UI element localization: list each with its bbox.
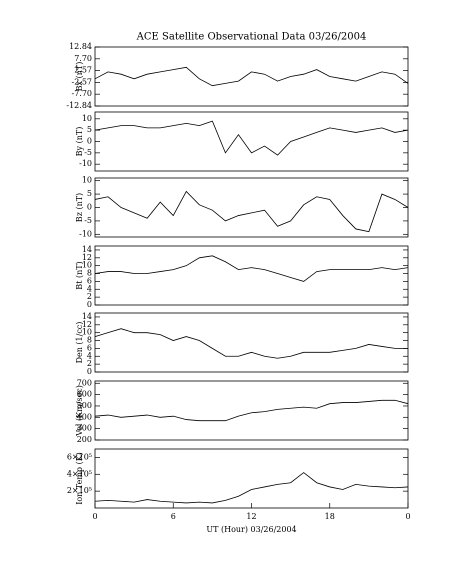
- data-line: [94, 328, 408, 359]
- y-tick-label: 300: [77, 424, 92, 433]
- y-tick-label: -5: [84, 216, 92, 225]
- y-axis-label: Den (1/cc): [75, 322, 84, 364]
- y-axis-label: Ion Temp (K): [75, 452, 84, 505]
- y-axis-label: Bz (nT): [75, 193, 84, 222]
- y-tick-label: 6×10⁵: [67, 452, 92, 461]
- y-tick-label: 6: [87, 343, 92, 352]
- y-tick-label: 10: [82, 176, 92, 185]
- x-tick-label: 0: [92, 512, 97, 521]
- y-tick-label: 8: [87, 336, 92, 345]
- y-tick-label: -2.57: [71, 77, 92, 86]
- y-tick-label: 2×10⁵: [67, 486, 92, 495]
- x-tick-label: 0: [405, 512, 410, 521]
- y-tick-label: 0: [87, 203, 92, 212]
- y-tick-label: 7.70: [74, 54, 92, 63]
- y-tick-label: 5: [87, 125, 92, 134]
- y-tick-label: 14: [82, 312, 92, 321]
- panel-frame: [94, 448, 409, 509]
- panel-frame: [94, 245, 409, 306]
- y-tick-label: 0: [87, 137, 92, 146]
- y-tick-label: 10: [82, 328, 92, 337]
- data-line: [94, 472, 409, 504]
- data-line: [94, 255, 409, 282]
- y-axis-label: Bt (nT): [75, 261, 84, 289]
- y-tick-label: -12.84: [66, 101, 92, 110]
- y-tick-label: 8: [87, 269, 92, 278]
- y-tick-label: 600: [77, 390, 92, 399]
- data-line: [94, 120, 409, 156]
- y-tick-label: -10: [79, 159, 92, 168]
- y-axis-label: Bx (nT): [75, 62, 84, 92]
- y-tick-label: 14: [82, 245, 92, 254]
- panel-frame: [94, 177, 409, 238]
- chart-title: ACE Satellite Observational Data 03/26/2…: [136, 32, 367, 43]
- data-line: [94, 399, 409, 422]
- y-tick-label: 10: [82, 261, 92, 270]
- y-tick-label: -7.70: [71, 89, 92, 98]
- y-tick-label: 500: [77, 401, 92, 410]
- y-tick-label: 400: [77, 412, 92, 421]
- y-tick-label: 2: [87, 359, 92, 368]
- y-tick-label: 10: [82, 114, 92, 123]
- y-tick-label: 5: [87, 189, 92, 198]
- y-tick-label: 200: [77, 435, 92, 444]
- y-tick-label: 4: [87, 351, 92, 360]
- x-tick-label: 6: [171, 512, 176, 521]
- panel-frame: [94, 46, 409, 107]
- y-axis-label: By (nT): [75, 127, 84, 157]
- y-tick-label: 4: [87, 284, 92, 293]
- x-tick-label: 18: [325, 512, 335, 521]
- y-tick-label: 12: [82, 253, 92, 262]
- panel-frame: [94, 380, 409, 441]
- y-tick-label: 6: [87, 276, 92, 285]
- data-line: [94, 190, 409, 233]
- y-tick-label: 0: [87, 300, 92, 309]
- y-tick-label: 12: [82, 320, 92, 329]
- y-tick-label: -10: [79, 229, 92, 238]
- y-axis-label: Vel (Km/sec): [75, 385, 84, 437]
- y-tick-label: 2.57: [74, 66, 92, 75]
- y-tick-label: -5: [84, 148, 92, 157]
- y-tick-label: 700: [77, 378, 92, 387]
- y-tick-label: 4×10⁵: [67, 469, 92, 478]
- x-axis-label: UT (Hour) 03/26/2004: [206, 525, 296, 534]
- y-tick-label: 12.84: [69, 42, 92, 51]
- x-tick-label: 12: [246, 512, 256, 521]
- y-tick-label: 0: [87, 367, 92, 376]
- panel-frame: [94, 312, 409, 373]
- panel-frame: [94, 111, 409, 172]
- data-line: [94, 66, 409, 87]
- y-tick-label: 2: [87, 292, 92, 301]
